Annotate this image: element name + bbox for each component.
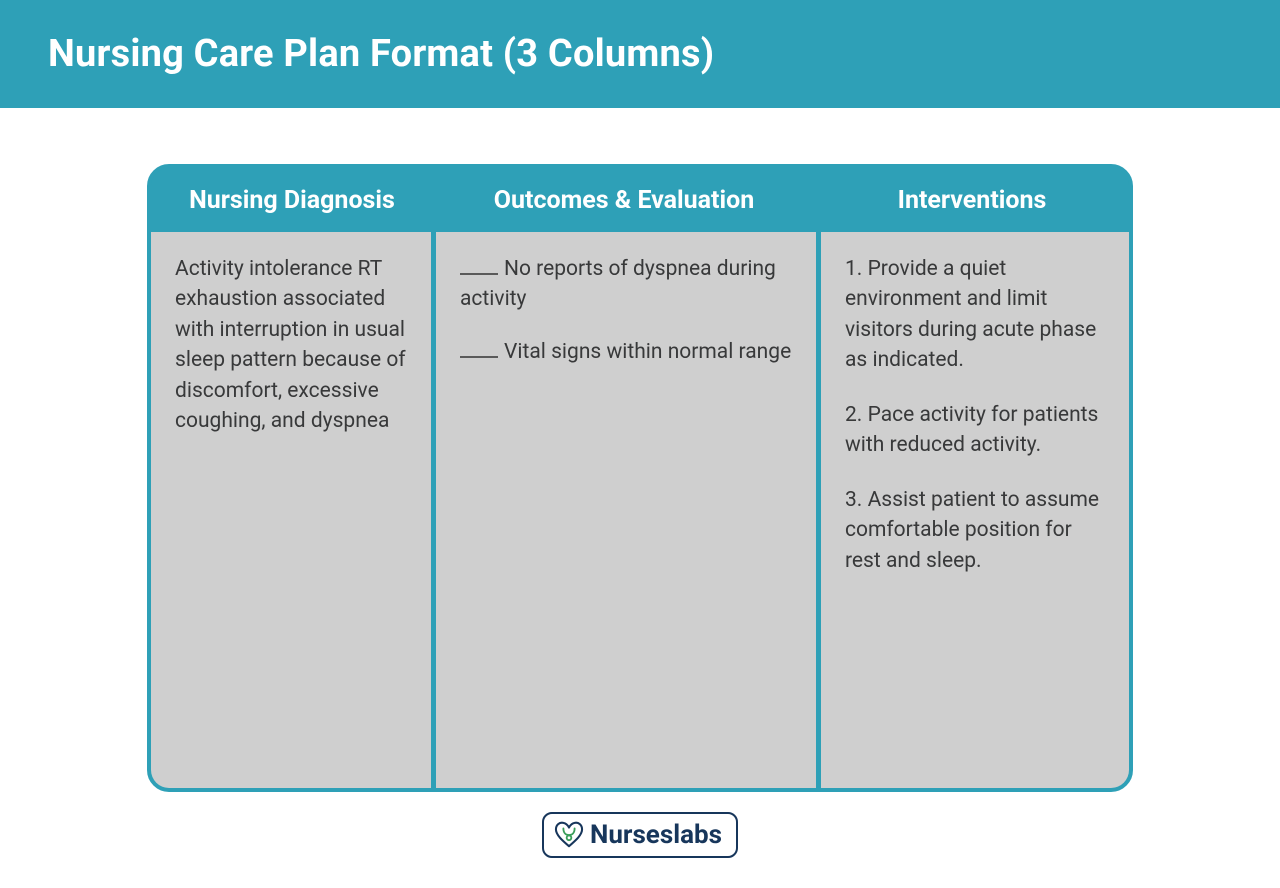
intervention-text: Pace activity for patients with reduced … [845, 403, 1098, 457]
table-body-row: Activity intolerance RT exhaustion assoc… [151, 232, 1129, 788]
col-header-outcomes: Outcomes & Evaluation [433, 186, 815, 215]
outcome-item: No reports of dyspnea during activity [460, 254, 792, 315]
intervention-text: Provide a quiet environment and limit vi… [845, 257, 1096, 372]
diagnosis-text: Activity intolerance RT exhaustion assoc… [175, 254, 407, 437]
blank-line [460, 256, 498, 275]
intervention-item: 2. Pace activity for patients with reduc… [845, 400, 1105, 461]
col-header-interventions: Interventions [815, 186, 1129, 215]
outcome-item: Vital signs within normal range [460, 337, 792, 367]
page-title: Nursing Care Plan Format (3 Columns) [48, 32, 714, 76]
page-banner: Nursing Care Plan Format (3 Columns) [0, 0, 1280, 108]
intervention-text: Assist patient to assume comfortable pos… [845, 488, 1099, 573]
cell-outcomes: No reports of dyspnea during activity Vi… [436, 232, 816, 788]
cell-interventions: 1. Provide a quiet environment and limit… [821, 232, 1129, 788]
content-area: Nursing Diagnosis Outcomes & Evaluation … [0, 108, 1280, 858]
outcome-text: Vital signs within normal range [504, 340, 791, 364]
intervention-item: 1. Provide a quiet environment and limit… [845, 254, 1105, 376]
cell-diagnosis: Activity intolerance RT exhaustion assoc… [151, 232, 431, 788]
col-header-diagnosis: Nursing Diagnosis [151, 186, 433, 215]
logo-text: Nurseslabs [590, 820, 722, 850]
nurseslabs-logo: Nurseslabs [542, 812, 738, 858]
blank-line [460, 339, 498, 358]
heart-stethoscope-icon [554, 821, 584, 849]
table-header-row: Nursing Diagnosis Outcomes & Evaluation … [151, 168, 1129, 232]
outcome-text: No reports of dyspnea during activity [460, 257, 776, 311]
care-plan-table: Nursing Diagnosis Outcomes & Evaluation … [147, 164, 1133, 792]
intervention-item: 3. Assist patient to assume comfortable … [845, 485, 1105, 576]
